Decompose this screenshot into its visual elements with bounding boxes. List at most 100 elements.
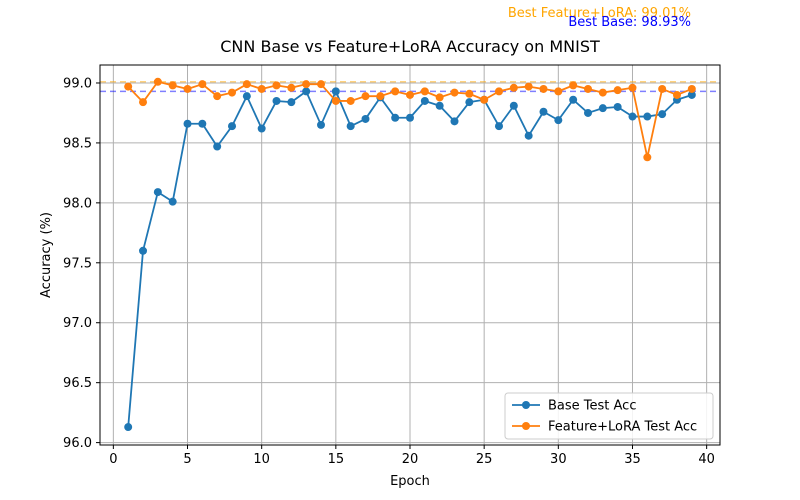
lora-data-point — [153, 77, 162, 86]
legend-label-lora: Feature+LoRA Test Acc — [548, 420, 697, 435]
grid-layer — [100, 65, 720, 445]
lora-data-point — [168, 81, 177, 90]
base-data-point — [420, 96, 429, 105]
lora-data-point — [391, 87, 400, 96]
lora-data-point — [406, 90, 414, 99]
x-tick-label: 15 — [328, 452, 345, 467]
lora-data-point — [554, 87, 563, 96]
base-data-point — [153, 188, 162, 197]
base-data-point — [643, 112, 652, 121]
base-data-point — [213, 142, 222, 151]
lora-data-point — [494, 87, 503, 96]
x-tick-label: 40 — [698, 452, 715, 467]
lora-data-point — [257, 84, 266, 93]
y-tick-label: 99.0 — [63, 76, 92, 91]
legend-item-base: Base Test Acc — [512, 399, 636, 414]
base-data-point — [242, 92, 251, 101]
x-tick-label: 30 — [550, 452, 567, 467]
y-tick-label: 96.5 — [63, 376, 92, 391]
y-tick-label: 97.5 — [63, 256, 92, 271]
base-data-point — [198, 119, 207, 128]
lora-data-point — [331, 96, 340, 105]
base-data-point — [168, 197, 177, 206]
lora-data-point — [687, 84, 696, 93]
y-tick-label: 96.0 — [63, 436, 92, 451]
base-data-point — [539, 107, 548, 116]
base-data-point — [598, 104, 607, 113]
y-tick-label: 98.0 — [63, 196, 92, 211]
base-data-point — [450, 117, 459, 126]
lora-data-point — [228, 88, 237, 97]
base-data-point — [628, 112, 637, 121]
x-tick-label: 10 — [253, 452, 270, 467]
base-data-point — [287, 98, 296, 107]
legend-label-base: Base Test Acc — [548, 399, 636, 414]
base-data-point — [554, 116, 563, 125]
y-tick-label: 97.0 — [63, 316, 92, 331]
base-data-point — [687, 90, 696, 99]
x-tick-label: 20 — [402, 452, 419, 467]
lora-data-point — [272, 81, 281, 90]
lora-data-point — [376, 92, 385, 101]
lora-data-point — [287, 83, 296, 92]
lora-data-point — [361, 92, 370, 101]
lora-data-point — [643, 153, 652, 162]
lora-data-point — [598, 88, 607, 97]
lora-data-point — [480, 95, 489, 104]
lora-data-point — [539, 84, 548, 93]
series-layer — [124, 77, 696, 432]
lora-data-point — [302, 80, 311, 89]
base-data-point — [391, 113, 400, 122]
tick-layer: 0 5 10 15 20 25 30 35 40 96.0 96.5 97.0 97.5 98.0 98.5… — [63, 76, 715, 467]
lora-data-point — [435, 93, 444, 102]
base-data-point — [139, 246, 148, 255]
legend-box — [504, 392, 714, 440]
lora-data-point — [139, 98, 148, 107]
best-lora-annotation: Best Feature+LoRA: 99.01% — [508, 6, 691, 21]
lora-data-point — [198, 80, 207, 89]
x-tick-label: 35 — [624, 452, 641, 467]
base-data-point — [183, 119, 192, 128]
lora-data-point — [628, 83, 637, 92]
base-data-point — [346, 122, 355, 131]
base-data-point — [302, 87, 311, 96]
base-data-point — [361, 114, 370, 123]
base-data-point — [406, 113, 414, 122]
lora-data-point — [658, 84, 667, 93]
base-data-point — [331, 87, 340, 96]
x-axis-label: Epoch — [390, 474, 430, 489]
base-data-point — [465, 98, 474, 107]
lora-data-point — [569, 81, 578, 90]
base-data-point — [257, 124, 266, 133]
base-data-point — [509, 101, 518, 110]
lora-data-point — [242, 80, 251, 89]
lora-data-point — [450, 88, 459, 97]
y-axis-label: Accuracy (%) — [39, 212, 54, 298]
base-data-point — [317, 120, 326, 129]
lora-data-point — [509, 83, 518, 92]
x-tick-label: 25 — [476, 452, 493, 467]
lora-data-point — [420, 87, 429, 96]
legend-marker-lora — [522, 422, 530, 430]
base-data-point — [569, 95, 578, 104]
lora-data-point — [213, 92, 222, 101]
x-tick-label: 0 — [109, 452, 117, 467]
lora-data-point — [465, 89, 474, 98]
lora-data-point — [346, 96, 355, 105]
lora-data-point — [524, 82, 533, 91]
base-data-point — [272, 96, 281, 105]
base-data-point — [435, 101, 444, 110]
chart-title: CNN Base vs Feature+LoRA Accuracy on MNI… — [220, 37, 600, 56]
lora-data-point — [317, 80, 326, 89]
lora-data-point — [183, 84, 192, 93]
best-base-annotation: Best Base: 98.93% — [568, 15, 691, 30]
lora-data-point — [124, 82, 133, 91]
base-data-point — [583, 108, 592, 117]
base-data-point — [494, 122, 503, 131]
x-tick-label: 5 — [183, 452, 191, 467]
y-tick-label: 98.5 — [63, 136, 92, 151]
base-data-point — [124, 423, 133, 432]
legend-item-lora: Feature+LoRA Test Acc — [512, 420, 697, 435]
base-data-point — [613, 102, 622, 111]
